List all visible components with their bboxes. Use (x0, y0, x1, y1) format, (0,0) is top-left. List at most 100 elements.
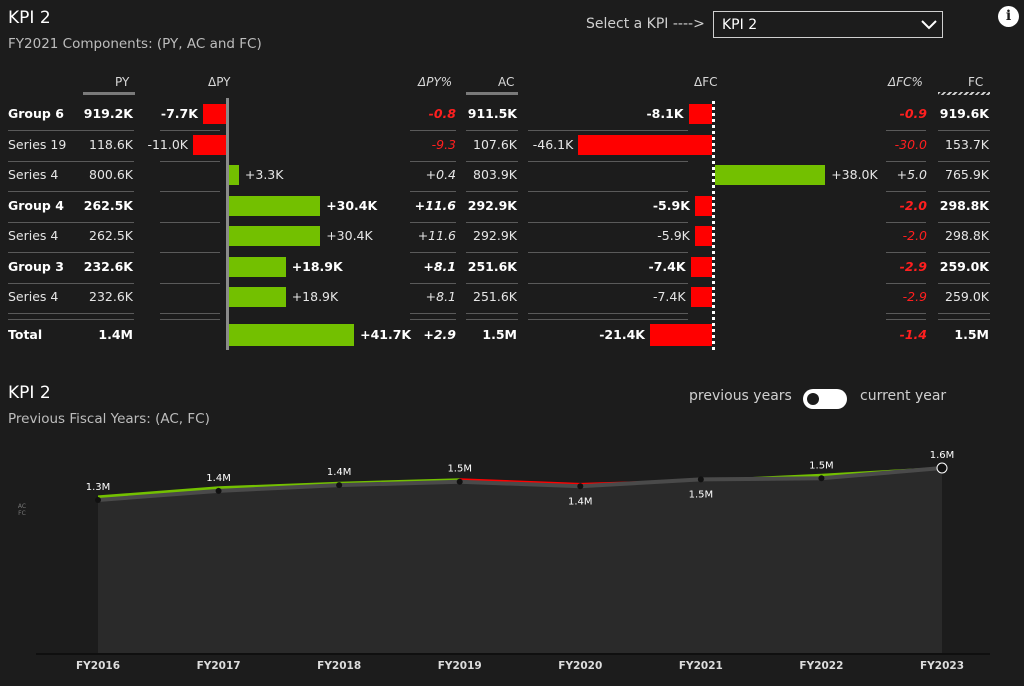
dpy-value-label: +18.9K (291, 259, 343, 274)
row-label: Group 6 (8, 106, 64, 121)
row-separator (528, 252, 688, 253)
row-separator (466, 191, 518, 192)
dfc-value-label: -21.4K (599, 327, 645, 342)
year-toggle[interactable] (803, 389, 847, 409)
row-label: Group 3 (8, 259, 64, 274)
row-separator (466, 161, 518, 162)
page-subtitle: FY2021 Components: (PY, AC and FC) (8, 36, 262, 52)
row-label: Series 19 (8, 137, 67, 152)
total-separator (938, 319, 990, 320)
x-tick-label: FY2019 (438, 660, 482, 672)
row-separator (938, 252, 990, 253)
row-py: 919.2K (83, 106, 133, 121)
dfc-pct: -30.0 (894, 137, 927, 152)
dfc-value-label: -5.9K (652, 198, 690, 213)
dfc-pct: -2.9 (899, 259, 927, 274)
header-fc: FC (968, 75, 984, 89)
row-separator (410, 222, 456, 223)
dpy-pct: +11.6 (417, 228, 456, 243)
row-separator (410, 161, 456, 162)
info-icon[interactable]: i (998, 6, 1019, 27)
dfc-pct: -2.0 (902, 228, 927, 243)
x-tick-label: FY2021 (679, 660, 723, 672)
header-fc-underline (938, 92, 990, 95)
row-label: Total (8, 327, 43, 342)
row-separator (466, 313, 518, 314)
dfc-bar (578, 135, 712, 155)
row-separator (886, 191, 926, 192)
row-separator (160, 252, 220, 253)
row-separator (8, 283, 134, 284)
ac-point (456, 478, 463, 485)
row-separator (938, 222, 990, 223)
total-separator (466, 319, 518, 320)
row-separator (528, 130, 688, 131)
dfc-bar (694, 196, 712, 216)
dfc-bar (649, 324, 712, 346)
ac-data-label: 1.4M (568, 496, 593, 507)
row-separator (410, 191, 456, 192)
row-separator (8, 130, 134, 131)
row-ac: 803.9K (473, 167, 517, 182)
row-py: 118.6K (89, 137, 133, 152)
fiscal-years-area-chart: 1.3M 1.4M 1.4M 1.5M 1.4M 1.5M 1.5M 1.6M FY2016 FY… (18, 450, 990, 672)
row-separator (466, 130, 518, 131)
row-ac: 107.6K (473, 137, 517, 152)
dpy-pct: -0.8 (428, 106, 456, 121)
row-separator (886, 222, 926, 223)
row-separator (528, 283, 688, 284)
row-separator (160, 161, 220, 162)
row-fc: 298.8K (945, 228, 989, 243)
row-separator (160, 313, 220, 314)
row-fc: 919.6K (939, 106, 989, 121)
total-separator (886, 319, 926, 320)
row-fc: 259.0K (945, 289, 989, 304)
row-label: Group 4 (8, 198, 64, 213)
dfc-value-label: -8.1K (646, 106, 684, 121)
dpy-bar (193, 135, 226, 155)
row-separator (466, 252, 518, 253)
toggle-previous-years-label: previous years (689, 388, 792, 404)
total-separator (8, 319, 134, 320)
chart-subtitle: Previous Fiscal Years: (AC, FC) (8, 411, 210, 427)
dfc-bar (690, 257, 712, 277)
dpy-pct: -9.3 (431, 137, 456, 152)
ac-point (697, 476, 704, 483)
dpy-value-label: +3.3K (244, 167, 284, 182)
dpy-pct: +11.6 (414, 198, 456, 213)
side-legend-label: AC (18, 503, 26, 510)
side-legend-label: FC (18, 510, 26, 517)
dfc-bar (715, 165, 826, 185)
row-separator (8, 161, 134, 162)
dfc-pct: -2.0 (899, 198, 927, 213)
ac-point (215, 487, 222, 494)
row-separator (528, 313, 688, 314)
row-py: 262.5K (83, 198, 133, 213)
dpy-value-label: +18.9K (291, 289, 339, 304)
row-fc: 765.9K (945, 167, 989, 182)
x-tick-label: FY2016 (76, 660, 120, 672)
row-label: Series 4 (8, 167, 59, 182)
ac-point (95, 497, 101, 503)
dpy-bar (229, 196, 321, 216)
dfc-pct: +5.0 (896, 167, 927, 182)
ac-data-label: 1.6M (930, 450, 955, 461)
dfc-axis (712, 98, 715, 350)
total-separator (160, 319, 220, 320)
row-separator (160, 283, 220, 284)
dfc-value-label: -7.4K (652, 289, 686, 304)
row-separator (938, 161, 990, 162)
row-separator (8, 191, 134, 192)
row-separator (410, 283, 456, 284)
ac-data-label: 1.5M (447, 464, 472, 475)
row-separator (160, 191, 220, 192)
dfc-bar (694, 226, 712, 246)
dfc-value-label: -7.4K (648, 259, 686, 274)
row-separator (410, 313, 456, 314)
ac-data-label: 1.4M (327, 467, 352, 478)
header-dfc-pct: ΔFC% (888, 75, 923, 89)
row-py: 232.6K (89, 289, 133, 304)
kpi-dropdown[interactable]: KPI 2 (713, 11, 943, 38)
dfc-bar (688, 104, 712, 124)
dpy-pct: +8.1 (423, 259, 456, 274)
